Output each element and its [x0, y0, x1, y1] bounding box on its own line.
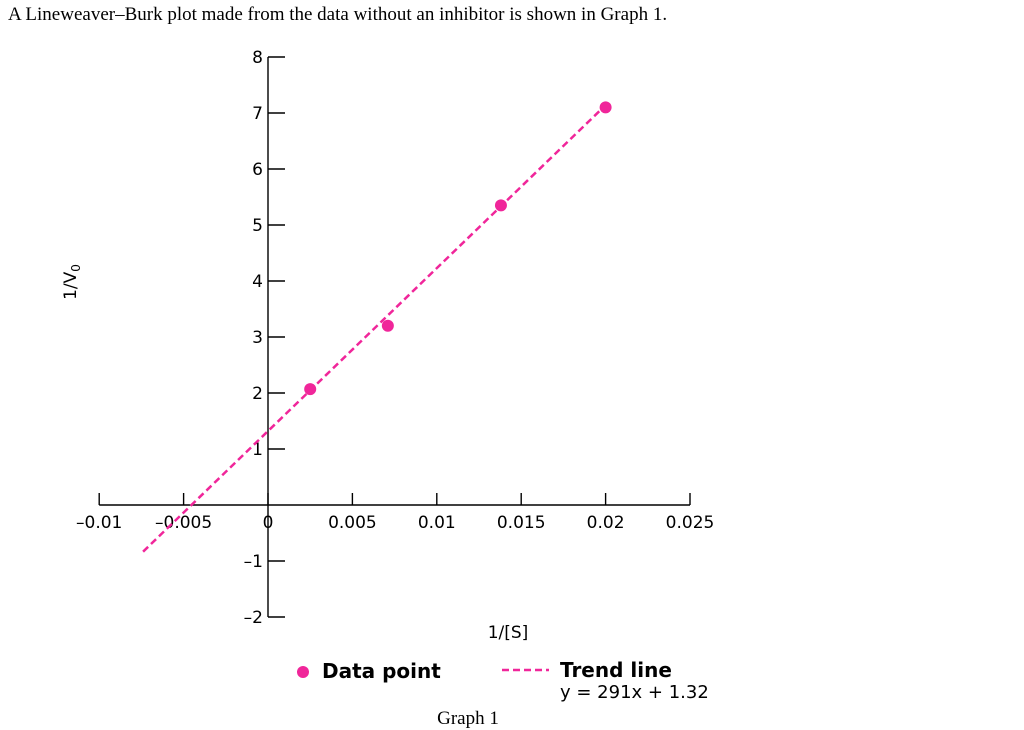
legend: Data point Trend line y = 291x + 1.32 [297, 658, 709, 703]
x-tick-label: 0.02 [587, 513, 625, 533]
data-point [304, 383, 317, 396]
legend-trend-line-label: Trend line [560, 658, 672, 682]
legend-data-point-marker [297, 666, 309, 678]
y-tick-label: 5 [252, 216, 263, 236]
x-tick-label: 0.005 [328, 513, 377, 533]
y-tick-label: –1 [244, 552, 263, 572]
x-axis-label: 1/[S] [488, 623, 529, 643]
data-point [381, 319, 394, 332]
y-tick-label: 4 [252, 272, 263, 292]
intro-text: A Lineweaver–Burk plot made from the dat… [8, 4, 668, 25]
y-tick-label: 8 [252, 48, 263, 68]
trend-line [142, 102, 609, 553]
x-tick-label: 0.015 [497, 513, 546, 533]
y-tick-label: –2 [244, 608, 263, 628]
x-tick-label: –0.01 [76, 513, 122, 533]
graph-caption: Graph 1 [437, 708, 499, 729]
axes: –0.01 –0.005 0 0.005 0.01 0.015 0.02 0.025 –2 –1 1… [76, 48, 714, 628]
trend-line-group [142, 102, 609, 553]
y-tick-label: 7 [252, 104, 263, 124]
data-point [599, 101, 612, 114]
y-tick-label: 3 [252, 328, 263, 348]
x-tick-label: –0.005 [155, 513, 212, 533]
trend-equation: y = 291x + 1.32 [560, 682, 709, 703]
x-tick-label: 0.025 [666, 513, 715, 533]
legend-data-point-label: Data point [322, 659, 441, 683]
y-tick-label: 1 [252, 440, 263, 460]
y-tick-label: 2 [252, 384, 263, 404]
x-tick-label: 0.01 [418, 513, 456, 533]
data-point [494, 199, 507, 212]
x-tick-label: 0 [263, 513, 274, 533]
y-axis-label: 1/V0 [61, 264, 83, 300]
data-points [304, 101, 612, 396]
y-tick-label: 6 [252, 160, 263, 180]
